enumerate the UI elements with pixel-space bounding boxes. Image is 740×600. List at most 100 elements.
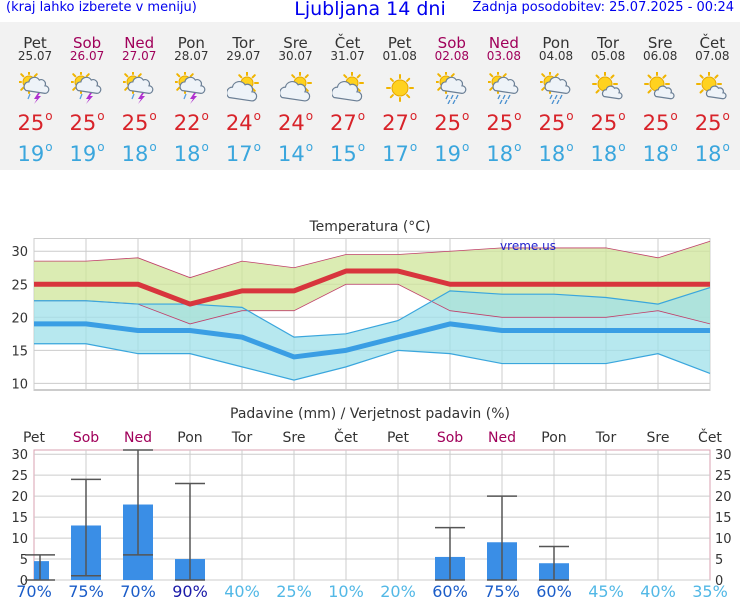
day-name: Ned bbox=[124, 34, 155, 52]
partly-cloudy-icon bbox=[330, 71, 364, 104]
precipitation-chart-title: Padavine (mm) / Verjetnost padavin (%) bbox=[230, 406, 510, 422]
max-temperature: 25o bbox=[642, 109, 678, 135]
precipitation-y-tick-right: 0 bbox=[715, 574, 723, 589]
day-date: 05.08 bbox=[590, 49, 626, 63]
sun-small-cloud-icon bbox=[644, 71, 676, 104]
min-temperature-range-band bbox=[34, 287, 710, 381]
weather-icon-graphic bbox=[433, 70, 467, 105]
sun-cloud-rain-icon bbox=[538, 70, 572, 105]
min-temperature: 18o bbox=[642, 140, 678, 166]
max-temperature: 27o bbox=[330, 109, 366, 135]
min-band-lower-edge bbox=[34, 343, 711, 381]
daily-forecast-strip: Pet 25.07 25o 19o Sob 26.07 25o 19o Ned 27.07 25o 1… bbox=[0, 22, 740, 170]
precipitation-probability-label: 45% bbox=[588, 582, 624, 600]
min-temperature: 17o bbox=[225, 140, 261, 166]
max-temperature: 25o bbox=[590, 109, 626, 135]
day-date: 04.08 bbox=[538, 49, 574, 63]
precipitation-y-tick-left: 10 bbox=[11, 532, 28, 547]
precipitation-day-label: Sob bbox=[73, 430, 99, 446]
max-temperature: 25o bbox=[486, 109, 522, 135]
precipitation-day-label: Ned bbox=[488, 430, 516, 446]
day-name: Pon bbox=[542, 34, 570, 52]
max-temperature: 25o bbox=[121, 109, 157, 135]
day-date: 31.07 bbox=[330, 49, 365, 63]
temperature-y-tick-label: 20 bbox=[11, 311, 28, 326]
precipitation-chart: Pet Sob Ned Pon Tor Sre Čet Pet Sob Ned Pon Tor Sre Č… bbox=[11, 428, 732, 600]
min-temperature: 18o bbox=[590, 140, 626, 166]
precipitation-y-tick-right: 5 bbox=[715, 553, 723, 568]
precipitation-probability-label: 40% bbox=[640, 582, 676, 600]
menu-hint: (kraj lahko izberete v meniju) bbox=[6, 0, 197, 15]
temperature-chart: 10 15 20 25 30 vreme.us bbox=[11, 238, 711, 392]
max-temperature: 24o bbox=[277, 109, 314, 135]
sun-icon bbox=[384, 72, 416, 104]
max-temperature: 25o bbox=[17, 109, 53, 135]
temperature-y-tick-label: 30 bbox=[11, 245, 28, 260]
max-temperature: 22o bbox=[173, 109, 209, 135]
min-temperature: 18o bbox=[694, 140, 730, 166]
day-name: Tor bbox=[597, 34, 620, 52]
day-name: Pet bbox=[387, 34, 412, 52]
precipitation-probability-label: 70% bbox=[120, 582, 156, 600]
precipitation-y-tick-right: 30 bbox=[715, 448, 732, 463]
precipitation-bar bbox=[34, 561, 49, 580]
precipitation-day-label: Sre bbox=[283, 430, 306, 446]
temperature-y-tick-label: 15 bbox=[11, 344, 28, 359]
precipitation-y-tick-right: 15 bbox=[715, 511, 732, 526]
day-name: Sob bbox=[72, 34, 102, 52]
weather-icon-graphic bbox=[485, 70, 519, 105]
sun-small-cloud-icon bbox=[696, 71, 728, 104]
day-date: 01.08 bbox=[382, 49, 417, 63]
precipitation-day-label: Sob bbox=[437, 430, 463, 446]
precipitation-day-label: Čet bbox=[698, 428, 722, 446]
day-date: 30.07 bbox=[278, 49, 313, 63]
min-temperature: 19o bbox=[17, 140, 53, 166]
partly-cloudy-icon bbox=[226, 71, 260, 104]
precipitation-day-label: Ned bbox=[124, 430, 152, 446]
precipitation-day-label: Pet bbox=[23, 430, 46, 446]
day-date: 28.07 bbox=[174, 49, 209, 63]
day-name: Čet bbox=[334, 34, 361, 52]
weather-icon-graphic bbox=[330, 71, 364, 102]
precipitation-probability-label: 25% bbox=[276, 582, 312, 600]
max-temperature: 27o bbox=[382, 109, 418, 135]
precipitation-probability-label: 40% bbox=[224, 582, 260, 600]
day-name: Sob bbox=[437, 34, 466, 52]
min-temperature: 18o bbox=[538, 140, 574, 166]
day-date: 29.07 bbox=[226, 49, 261, 63]
min-temperature: 18o bbox=[121, 140, 157, 166]
watermark-label: vreme.us bbox=[500, 239, 556, 253]
precipitation-probability-label: 35% bbox=[692, 582, 728, 600]
weather-icon-graphic bbox=[278, 71, 312, 102]
temperature-y-tick-label: 10 bbox=[11, 377, 28, 392]
min-temperature: 19o bbox=[434, 140, 470, 166]
sun-cloud-storm-icon bbox=[69, 70, 103, 104]
precipitation-probability-label: 90% bbox=[172, 582, 208, 600]
precipitation-error-bar bbox=[123, 449, 153, 556]
day-name: Pet bbox=[23, 34, 47, 52]
day-date: 06.08 bbox=[643, 49, 678, 63]
max-temperature: 24o bbox=[225, 109, 261, 135]
partly-cloudy-icon bbox=[278, 71, 312, 104]
precipitation-y-tick-left: 0 bbox=[20, 574, 28, 589]
precipitation-day-label: Pet bbox=[387, 430, 410, 446]
precipitation-probability-label: 75% bbox=[68, 582, 104, 600]
max-temperature: 25o bbox=[434, 109, 470, 135]
weather-icon-graphic bbox=[592, 71, 623, 100]
precipitation-y-tick-right: 10 bbox=[715, 532, 732, 547]
sun-cloud-rain-icon bbox=[485, 70, 520, 105]
day-name: Čet bbox=[699, 34, 726, 52]
sun-cloud-storm-icon bbox=[173, 70, 207, 104]
max-band-upper-edge bbox=[34, 240, 711, 279]
min-temperature: 18o bbox=[486, 140, 522, 166]
max-temperature-line bbox=[34, 268, 710, 307]
precipitation-probability-label: 60% bbox=[432, 582, 468, 600]
day-name: Ned bbox=[488, 34, 519, 52]
precipitation-y-tick-left: 20 bbox=[11, 490, 28, 505]
max-temperature: 25o bbox=[694, 109, 730, 135]
min-temperature: 19o bbox=[69, 140, 105, 166]
min-temperature: 18o bbox=[173, 140, 209, 166]
precipitation-probability-label: 70% bbox=[16, 582, 52, 600]
day-date: 02.08 bbox=[434, 49, 469, 63]
day-name: Pon bbox=[177, 34, 205, 52]
